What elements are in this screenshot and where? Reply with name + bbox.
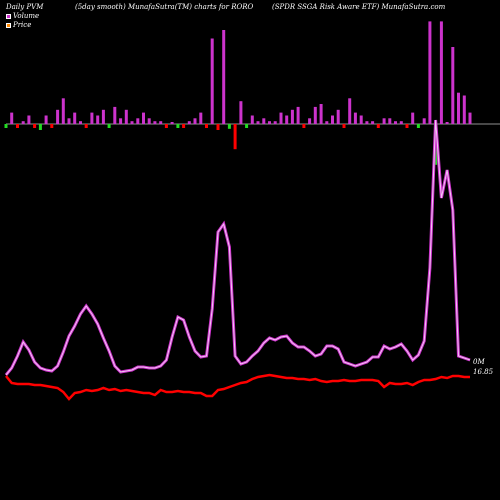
pvm-line bbox=[4, 119, 471, 376]
volume-bar bbox=[313, 106, 317, 124]
volume-bar bbox=[136, 118, 140, 124]
volume-bar bbox=[233, 124, 237, 150]
volume-bar bbox=[296, 106, 300, 124]
volume-bar bbox=[79, 121, 82, 125]
volume-bar bbox=[130, 121, 134, 125]
volume-bar bbox=[164, 124, 168, 128]
volume-bar bbox=[124, 109, 128, 125]
volume-bar bbox=[353, 112, 357, 124]
volume-bar bbox=[50, 124, 54, 128]
volume-bar bbox=[147, 118, 151, 124]
volume-bar bbox=[336, 109, 340, 125]
volume-bar bbox=[256, 121, 260, 125]
volume-bar bbox=[113, 106, 117, 124]
volume-bar bbox=[411, 112, 415, 124]
volume-bar bbox=[250, 115, 254, 125]
volume-bar bbox=[376, 124, 380, 128]
volume-bar bbox=[279, 112, 283, 124]
volume-bar bbox=[73, 112, 77, 124]
price-line bbox=[5, 373, 470, 401]
volume-bar bbox=[176, 124, 180, 128]
volume-bar bbox=[205, 124, 208, 128]
volume-bar bbox=[371, 121, 375, 125]
volume-bar bbox=[21, 121, 25, 125]
price-end-label: 16.85 bbox=[473, 368, 494, 376]
legend-price: Price bbox=[6, 21, 31, 29]
volume-bar bbox=[273, 121, 277, 125]
volume-bar bbox=[457, 92, 460, 125]
volume-bar bbox=[399, 121, 403, 125]
volume-bar bbox=[348, 98, 352, 124]
volume-bar bbox=[227, 124, 231, 129]
volume-bar bbox=[170, 122, 174, 124]
legend-volume: Volume bbox=[6, 12, 39, 20]
volume-bar bbox=[445, 122, 449, 124]
volume-bar bbox=[405, 124, 409, 128]
volume-bar bbox=[182, 124, 186, 128]
volume-bar bbox=[4, 124, 8, 128]
volume-bar bbox=[422, 118, 426, 124]
volume-bar bbox=[239, 101, 243, 124]
volume-bar bbox=[342, 124, 346, 128]
volume-bar bbox=[245, 124, 249, 128]
chart-title-left: Daily PVM bbox=[6, 3, 44, 11]
volume-bar bbox=[16, 124, 19, 128]
volume-bar bbox=[462, 95, 466, 124]
volume-bar bbox=[84, 124, 88, 128]
volume-bar bbox=[187, 121, 191, 125]
legend-price-swatch bbox=[6, 22, 11, 28]
volume-bar bbox=[44, 115, 48, 125]
volume-bar bbox=[388, 118, 392, 124]
volume-bar bbox=[382, 118, 386, 124]
volume-bar bbox=[451, 47, 455, 124]
chart-title-right: (SPDR SSGA Risk Aware ETF) MunafaSutra.c… bbox=[272, 3, 446, 11]
volume-bar bbox=[193, 118, 197, 124]
volume-bar bbox=[302, 124, 306, 128]
volume-bar bbox=[107, 124, 111, 128]
volume-bar bbox=[216, 124, 220, 130]
pvm-end-label: 0M bbox=[473, 358, 485, 366]
volume-bar bbox=[331, 115, 334, 125]
volume-bar bbox=[10, 112, 14, 124]
volume-bar bbox=[468, 112, 472, 124]
volume-bar bbox=[439, 21, 443, 124]
volume-bar bbox=[33, 124, 37, 128]
volume-bar bbox=[153, 121, 157, 125]
volume-bar bbox=[119, 118, 123, 124]
volume-bar bbox=[365, 121, 369, 125]
legend-volume-label: Volume bbox=[13, 12, 40, 20]
volume-bar bbox=[96, 115, 100, 125]
volume-bar bbox=[416, 124, 420, 128]
volume-bar bbox=[61, 98, 65, 124]
pvm-line-highlight bbox=[5, 119, 471, 376]
volume-bar bbox=[142, 112, 145, 124]
volume-bar bbox=[268, 121, 271, 125]
volume-bar bbox=[159, 121, 163, 125]
volume-bar bbox=[290, 109, 294, 125]
volume-bar bbox=[27, 115, 31, 125]
volume-bar bbox=[319, 104, 323, 124]
volume-bar bbox=[67, 118, 71, 124]
volume-bar bbox=[38, 124, 42, 130]
volume-bar bbox=[262, 118, 266, 124]
volume-bar bbox=[394, 121, 397, 125]
volume-bar bbox=[56, 109, 60, 125]
volume-bar bbox=[428, 21, 432, 124]
volume-bar bbox=[308, 118, 312, 124]
volume-bar bbox=[199, 112, 203, 124]
chart-title-middle: (5day smooth) MunafaSutra(TM) charts for… bbox=[75, 3, 254, 11]
volume-bar bbox=[101, 109, 105, 125]
volume-bar bbox=[325, 121, 329, 125]
legend-price-label: Price bbox=[13, 21, 32, 29]
volume-bar bbox=[210, 38, 214, 124]
volume-bar bbox=[222, 30, 226, 124]
volume-bar bbox=[285, 115, 289, 125]
volume-bar bbox=[359, 115, 363, 125]
legend-volume-swatch bbox=[6, 13, 11, 19]
volume-bar bbox=[90, 112, 94, 124]
